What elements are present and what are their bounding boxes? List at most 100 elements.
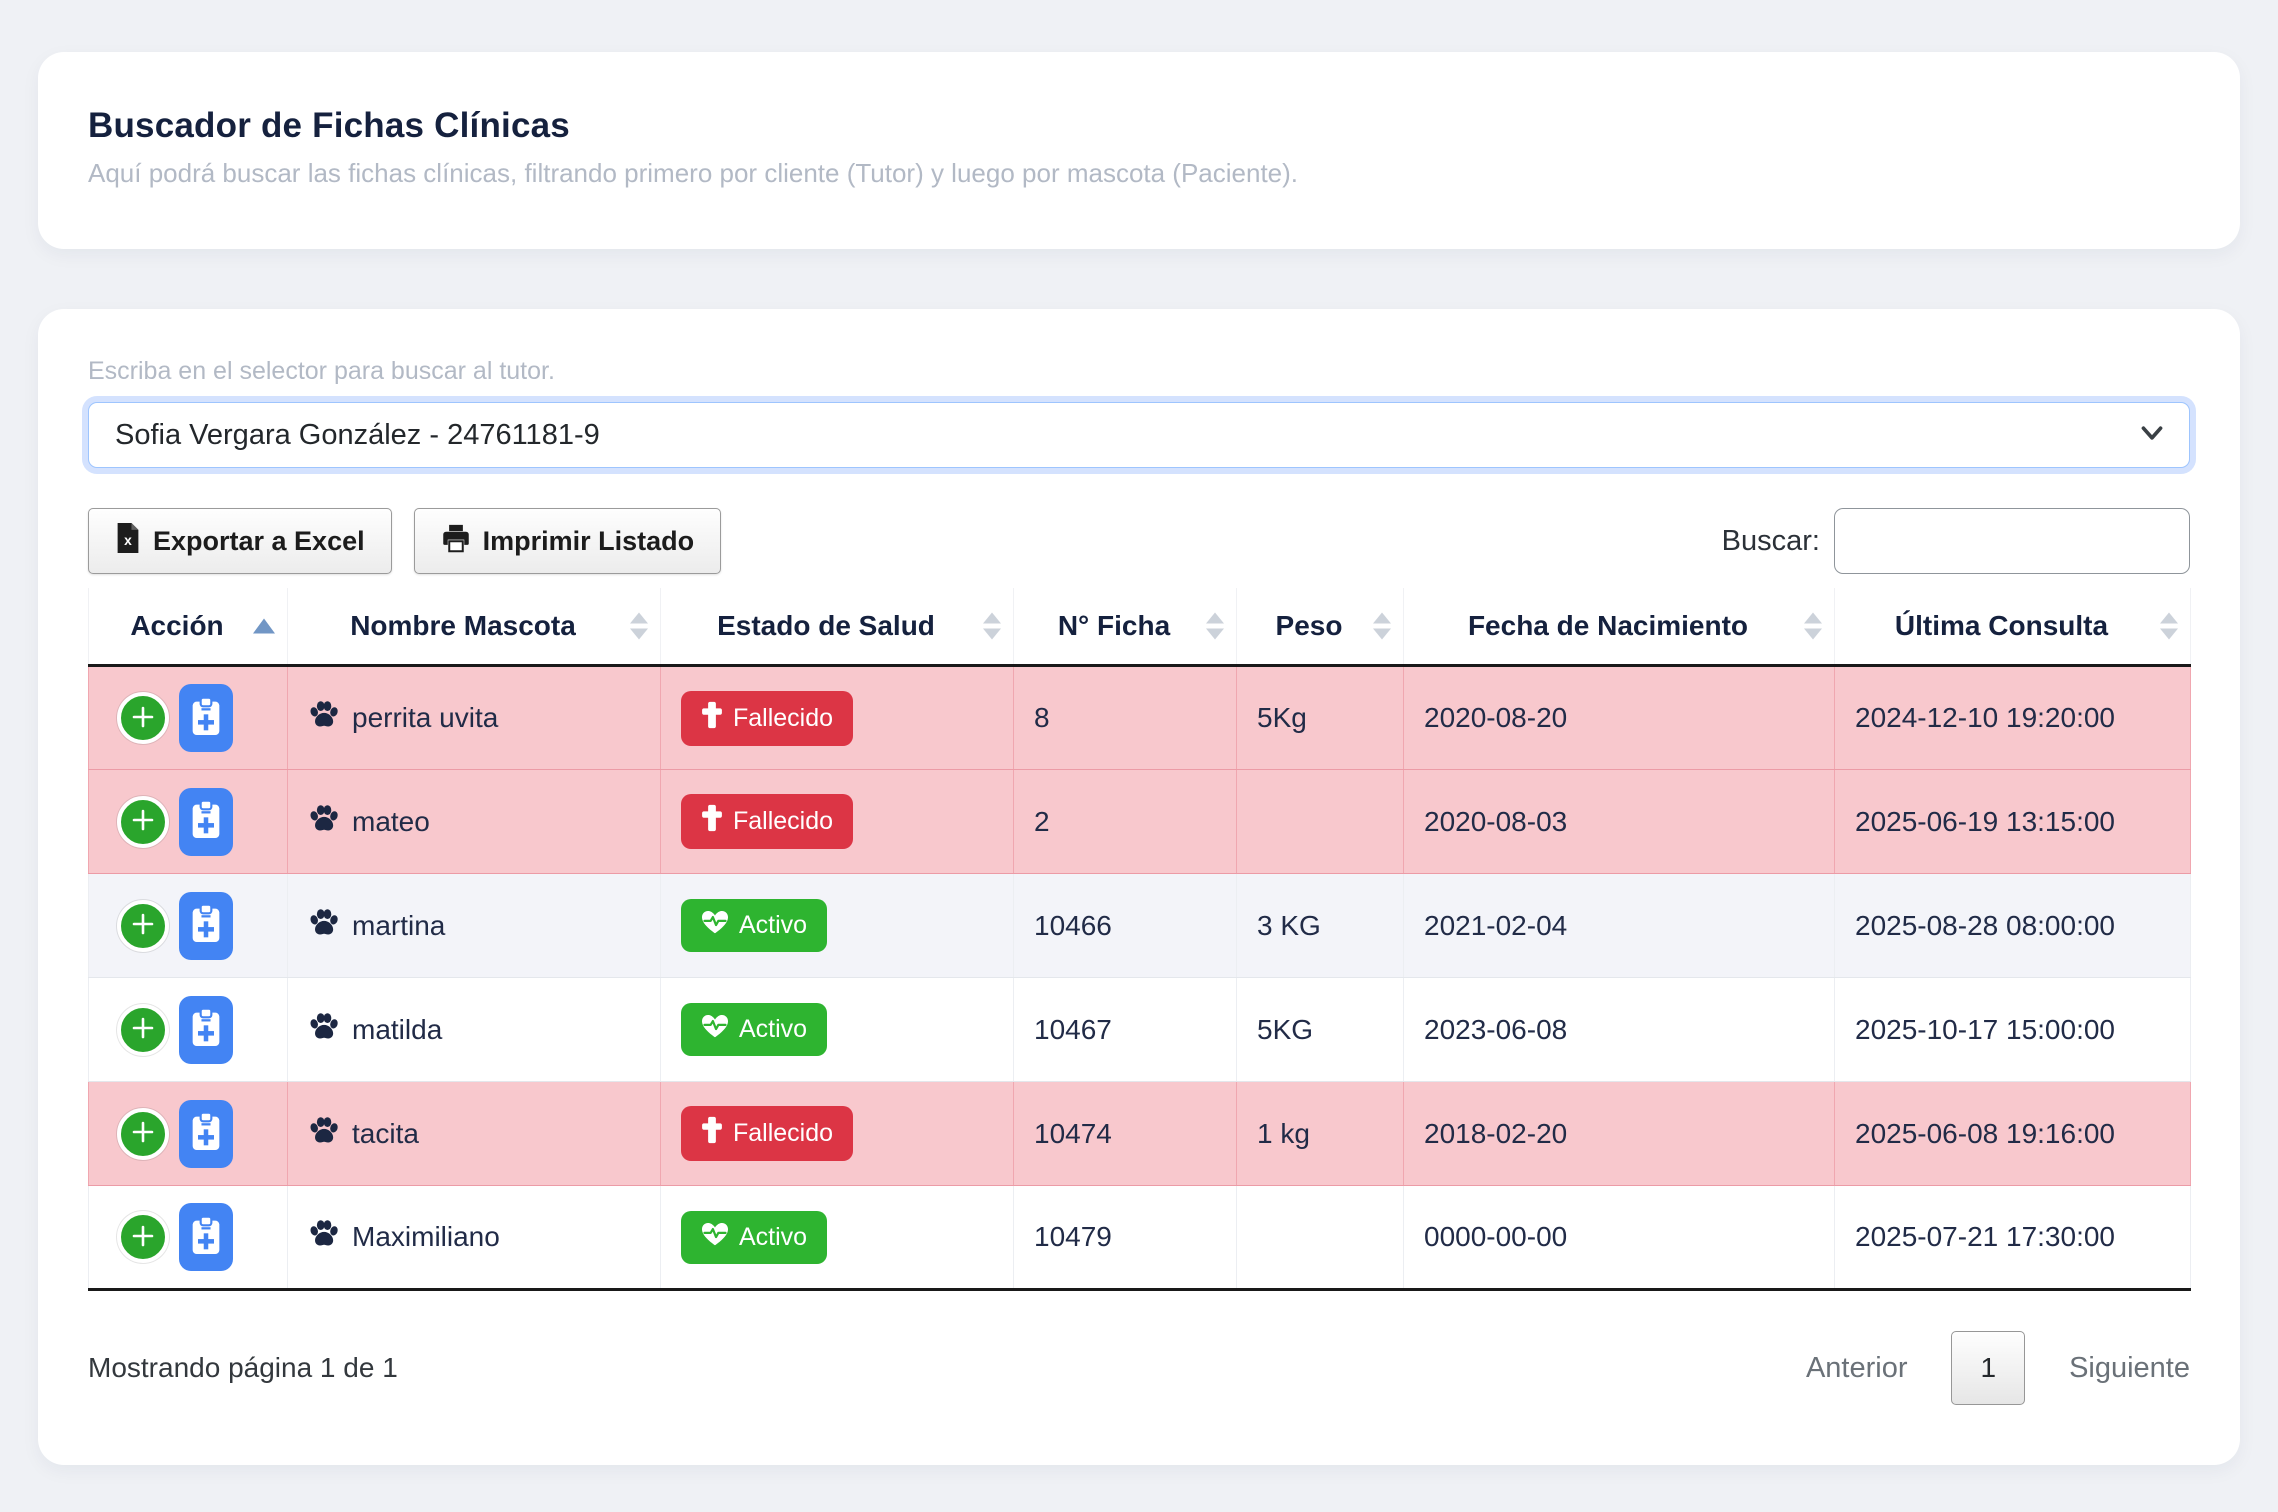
table-row: matilda Activo 10467 5KG 2023-06-08 2025-10-1… xyxy=(88,977,2191,1082)
column-header-nombre[interactable]: Nombre Mascota xyxy=(287,588,661,667)
page-title: Buscador de Fichas Clínicas xyxy=(88,106,570,145)
search-card: Escriba en el selector para buscar al tu… xyxy=(38,309,2240,1465)
cross-icon xyxy=(701,804,723,839)
svg-text:x: x xyxy=(124,531,132,547)
consulta-cell: 2024-12-10 19:20:00 xyxy=(1834,665,2191,770)
column-header-nacimiento[interactable]: Fecha de Nacimiento xyxy=(1403,588,1835,667)
paw-icon xyxy=(308,700,340,736)
search-group: Buscar: xyxy=(1722,508,2190,574)
paw-icon xyxy=(308,804,340,840)
file-excel-icon: x xyxy=(115,522,141,560)
pet-name: tacita xyxy=(352,1117,419,1149)
add-button[interactable] xyxy=(117,1107,169,1160)
pet-name: mateo xyxy=(352,805,430,837)
add-button[interactable] xyxy=(117,795,169,848)
export-excel-button[interactable]: x Exportar a Excel xyxy=(88,508,392,574)
table-footer: Mostrando página 1 de 1 Anterior 1 Sigui… xyxy=(88,1331,2190,1405)
plus-circle-icon xyxy=(130,807,156,836)
plus-circle-icon xyxy=(130,1119,156,1148)
table-row: Maximiliano Activo 10479 0000-00-00 2025-07-… xyxy=(88,1185,2191,1291)
print-list-label: Imprimir Listado xyxy=(482,525,695,556)
add-button[interactable] xyxy=(117,692,169,744)
tutor-select[interactable]: Sofia Vergara González - 24761181-9 xyxy=(88,402,2190,468)
heart-pulse-icon xyxy=(701,1221,729,1254)
add-button[interactable] xyxy=(117,899,169,952)
sort-both-icon xyxy=(1804,612,1822,640)
pet-name: Maximiliano xyxy=(352,1221,500,1252)
peso-cell: 1 kg xyxy=(1236,1081,1404,1186)
print-list-button[interactable]: Imprimir Listado xyxy=(413,508,722,574)
plus-circle-icon xyxy=(130,704,156,733)
search-input[interactable] xyxy=(1834,508,2190,574)
page-subtitle: Aquí podrá buscar las fichas clínicas, f… xyxy=(88,158,1299,188)
status-label: Activo xyxy=(739,1015,808,1043)
plus-circle-icon xyxy=(130,1015,156,1044)
ficha-cell: 10466 xyxy=(1013,873,1237,978)
sort-both-icon xyxy=(2160,612,2178,640)
pet-name: matilda xyxy=(352,1013,443,1045)
status-badge: Fallecido xyxy=(681,1106,854,1161)
column-header-peso[interactable]: Peso xyxy=(1236,588,1404,667)
plus-circle-icon xyxy=(130,911,156,940)
clinical-record-button[interactable] xyxy=(179,1203,233,1271)
column-header-ficha[interactable]: N° Ficha xyxy=(1013,588,1237,667)
status-label: Fallecido xyxy=(733,1119,834,1147)
table-row: perrita uvita Fallecido 8 5Kg 2020-08-20 2024… xyxy=(88,665,2191,770)
clipboard-medical-icon xyxy=(190,1111,222,1155)
status-label: Activo xyxy=(739,911,808,939)
clinical-record-button[interactable] xyxy=(179,684,233,752)
consulta-cell: 2025-08-28 08:00:00 xyxy=(1834,873,2191,978)
heart-pulse-icon xyxy=(701,909,729,942)
consulta-cell: 2025-06-08 19:16:00 xyxy=(1834,1081,2191,1186)
plus-circle-icon xyxy=(130,1223,156,1252)
clinical-record-button[interactable] xyxy=(179,891,233,960)
sort-both-icon xyxy=(1373,612,1391,640)
prev-page-button[interactable]: Anterior xyxy=(1805,1351,1908,1384)
add-button[interactable] xyxy=(117,1211,169,1263)
clinical-record-button[interactable] xyxy=(179,1099,233,1168)
peso-cell xyxy=(1236,1185,1404,1291)
clinical-record-button[interactable] xyxy=(179,995,233,1064)
peso-cell: 5Kg xyxy=(1236,665,1404,770)
search-label: Buscar: xyxy=(1721,524,1820,557)
column-header-consulta[interactable]: Última Consulta xyxy=(1834,588,2191,667)
page-info: Mostrando página 1 de 1 xyxy=(88,1352,398,1383)
ficha-cell: 8 xyxy=(1013,665,1237,770)
consulta-cell: 2025-07-21 17:30:00 xyxy=(1834,1185,2191,1291)
ficha-cell: 10467 xyxy=(1013,977,1237,1082)
current-page-button[interactable]: 1 xyxy=(1951,1331,2026,1405)
nacimiento-cell: 2021-02-04 xyxy=(1403,873,1835,978)
status-badge: Activo xyxy=(681,899,828,952)
peso-cell: 3 KG xyxy=(1236,873,1404,978)
sort-both-icon xyxy=(1206,612,1224,640)
nacimiento-cell: 2020-08-20 xyxy=(1403,665,1835,770)
ficha-cell: 10479 xyxy=(1013,1185,1237,1291)
table-row: tacita Fallecido 10474 1 kg 2018-02-20 2025-0… xyxy=(88,1081,2191,1186)
sort-both-icon xyxy=(983,612,1001,640)
export-excel-label: Exportar a Excel xyxy=(153,525,365,556)
chevron-down-icon xyxy=(2137,418,2167,453)
nacimiento-cell: 2020-08-03 xyxy=(1403,769,1835,874)
paw-icon xyxy=(308,908,340,944)
clipboard-medical-icon xyxy=(190,1215,222,1259)
clipboard-medical-icon xyxy=(190,696,222,740)
button-group: x Exportar a Excel Imprimir Listado xyxy=(88,508,722,574)
printer-icon xyxy=(441,523,471,560)
header-card: Buscador de Fichas Clínicas Aquí podrá b… xyxy=(38,52,2240,249)
add-button[interactable] xyxy=(117,1003,169,1056)
status-badge: Fallecido xyxy=(681,690,854,746)
status-label: Fallecido xyxy=(733,807,834,835)
pagination: Anterior 1 Siguiente xyxy=(1806,1331,2190,1405)
status-badge: Fallecido xyxy=(681,794,854,849)
status-badge: Activo xyxy=(681,1210,828,1264)
pet-name: martina xyxy=(352,909,446,941)
column-header-accion[interactable]: Acción xyxy=(88,588,288,667)
next-page-button[interactable]: Siguiente xyxy=(2069,1351,2190,1384)
table-header-row: Acción Nombre Mascota Estado de Salud N°… xyxy=(88,588,2191,667)
nacimiento-cell: 0000-00-00 xyxy=(1403,1185,1835,1291)
fichas-table: Acción Nombre Mascota Estado de Salud N°… xyxy=(88,588,2191,1291)
column-header-estado[interactable]: Estado de Salud xyxy=(660,588,1014,667)
consulta-cell: 2025-10-17 15:00:00 xyxy=(1834,977,2191,1082)
table-row: mateo Fallecido 2 2020-08-03 2025-06-19 13:1… xyxy=(88,769,2191,874)
clinical-record-button[interactable] xyxy=(179,787,233,856)
